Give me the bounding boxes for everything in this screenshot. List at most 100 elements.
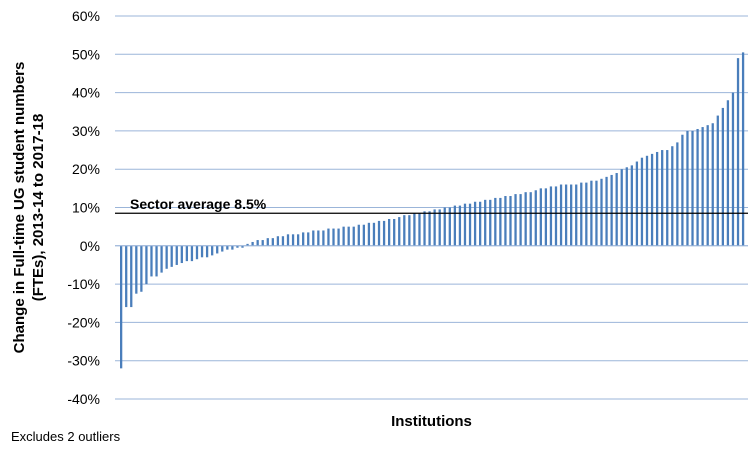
bar bbox=[347, 226, 350, 246]
bar bbox=[661, 150, 664, 246]
bar bbox=[610, 174, 613, 246]
bar bbox=[529, 192, 532, 246]
bar bbox=[205, 245, 209, 258]
bar bbox=[312, 230, 315, 246]
bar bbox=[645, 155, 649, 246]
bar bbox=[544, 188, 548, 246]
bar bbox=[190, 245, 194, 262]
bar bbox=[165, 245, 168, 269]
bar bbox=[216, 245, 219, 254]
footnote: Excludes 2 outliers bbox=[11, 429, 121, 444]
bar bbox=[514, 194, 517, 246]
bar bbox=[155, 245, 158, 277]
y-tick-label: 40% bbox=[72, 85, 100, 101]
bar bbox=[246, 243, 249, 246]
bar bbox=[317, 230, 320, 246]
bar bbox=[236, 245, 239, 248]
bar bbox=[327, 228, 330, 246]
bar bbox=[418, 213, 421, 246]
bar bbox=[125, 245, 128, 308]
bar bbox=[453, 205, 457, 246]
bar bbox=[382, 220, 386, 246]
bar bbox=[337, 228, 340, 246]
bars bbox=[120, 52, 745, 369]
bar bbox=[463, 203, 467, 246]
bar bbox=[281, 236, 285, 246]
bar bbox=[655, 151, 659, 246]
bar bbox=[676, 142, 679, 246]
bar bbox=[650, 153, 654, 246]
bar bbox=[120, 245, 123, 369]
bar bbox=[377, 220, 381, 246]
y-axis-title-line2: (FTEs), 2013-14 to 2017-18 bbox=[30, 114, 47, 302]
bar bbox=[499, 197, 502, 246]
bar bbox=[519, 194, 522, 246]
bar bbox=[221, 245, 224, 252]
bar bbox=[130, 245, 133, 308]
bar bbox=[615, 173, 618, 246]
bar bbox=[458, 205, 462, 246]
bar bbox=[367, 222, 371, 246]
bar bbox=[736, 58, 740, 246]
bar bbox=[625, 167, 628, 246]
bar bbox=[731, 92, 735, 246]
y-tick-labels: -40% -30% -20% -10% 0% 10% 20% 30% 40% 50% 60% bbox=[67, 8, 100, 407]
y-tick-label: 60% bbox=[72, 8, 100, 24]
bar bbox=[211, 245, 214, 256]
bar bbox=[140, 245, 143, 292]
bar bbox=[600, 178, 603, 246]
sector-average-label: Sector average 8.5% bbox=[130, 196, 267, 212]
bar bbox=[509, 196, 512, 246]
bar bbox=[671, 146, 674, 246]
y-tick-label: 10% bbox=[72, 200, 100, 216]
bar bbox=[484, 199, 487, 246]
bar bbox=[721, 107, 724, 246]
bar bbox=[256, 240, 259, 246]
bar bbox=[226, 245, 229, 250]
bar bbox=[352, 226, 355, 246]
y-tick-label: 20% bbox=[72, 161, 100, 177]
bar bbox=[231, 245, 234, 250]
bar bbox=[175, 245, 178, 265]
bar bbox=[332, 228, 335, 246]
bar bbox=[438, 209, 441, 246]
bar bbox=[559, 184, 563, 246]
bar bbox=[585, 182, 588, 246]
bar bbox=[357, 224, 360, 246]
bar bbox=[322, 230, 325, 246]
bar bbox=[534, 190, 537, 246]
bar bbox=[696, 128, 699, 246]
bar bbox=[524, 192, 527, 246]
bar bbox=[711, 123, 714, 246]
bar bbox=[448, 207, 451, 246]
bar bbox=[564, 184, 568, 246]
bar bbox=[580, 182, 583, 246]
bar bbox=[398, 217, 401, 246]
bar bbox=[640, 157, 644, 246]
bar bbox=[494, 197, 497, 246]
bar bbox=[251, 241, 254, 246]
bar bbox=[554, 186, 558, 246]
y-tick-label: -20% bbox=[67, 314, 100, 330]
bar bbox=[666, 150, 669, 246]
bar bbox=[387, 218, 391, 246]
y-tick-label: 0% bbox=[80, 238, 100, 254]
bar bbox=[372, 222, 376, 246]
bar bbox=[570, 184, 573, 246]
bar bbox=[539, 188, 542, 246]
bar bbox=[291, 234, 295, 246]
bar bbox=[428, 211, 431, 246]
bar bbox=[241, 245, 244, 248]
bar bbox=[423, 211, 426, 246]
y-tick-label: -10% bbox=[67, 276, 100, 292]
bar bbox=[635, 161, 639, 246]
bar bbox=[266, 238, 269, 246]
bar bbox=[195, 245, 199, 260]
bar bbox=[549, 186, 553, 246]
bar bbox=[135, 245, 138, 294]
bar bbox=[362, 224, 365, 246]
bar bbox=[393, 218, 396, 246]
y-tick-label: 30% bbox=[72, 123, 100, 139]
bar bbox=[160, 245, 163, 273]
